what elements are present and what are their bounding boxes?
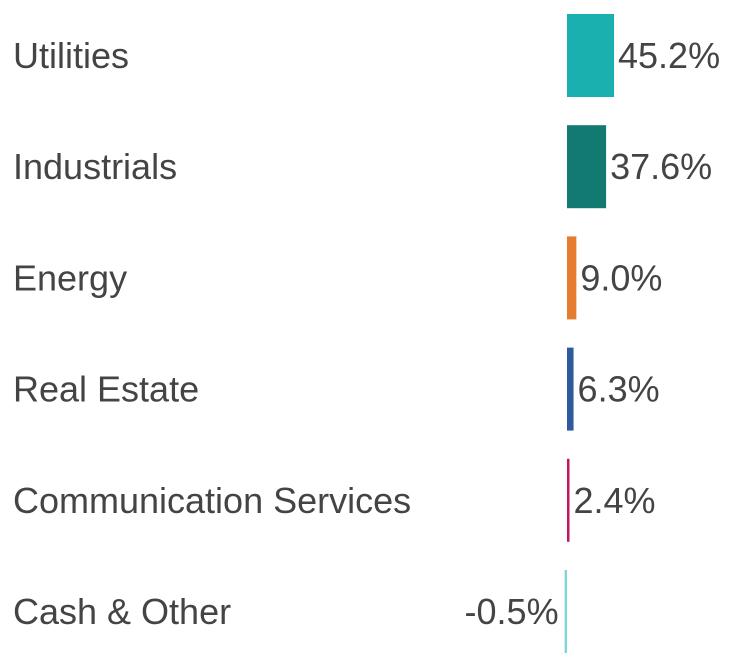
bar-1 xyxy=(567,125,607,209)
value-label-1: 37.6% xyxy=(610,146,712,187)
category-label-0: Utilities xyxy=(13,35,129,76)
category-label-2: Energy xyxy=(13,257,127,298)
chart-rows: Utilities 45.2% Industrials 37.6% Energy 9.0%… xyxy=(13,14,720,653)
value-label-4: 2.4% xyxy=(573,480,655,521)
value-label-0: 45.2% xyxy=(618,35,720,76)
category-label-5: Cash & Other xyxy=(13,591,231,632)
bar-3 xyxy=(567,347,574,431)
value-label-5: -0.5% xyxy=(465,591,559,632)
category-label-4: Communication Services xyxy=(13,480,411,521)
value-label-2: 9.0% xyxy=(580,257,662,298)
category-label-1: Industrials xyxy=(13,146,177,187)
value-label-3: 6.3% xyxy=(578,369,660,410)
bar-5 xyxy=(564,570,567,653)
category-label-3: Real Estate xyxy=(13,369,199,410)
bar-0 xyxy=(567,14,615,97)
bar-4 xyxy=(567,458,570,542)
bar-2 xyxy=(567,236,577,320)
